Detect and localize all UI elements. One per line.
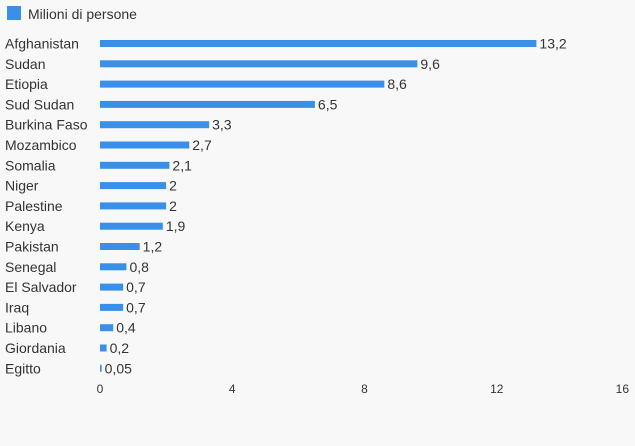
value-label: 2 xyxy=(169,178,177,194)
value-labels: 13,2 9,6 8,6 6,5 3,32,72,1 2 2 1,91,2 0,8 0,7 0,7 0… xyxy=(105,36,567,377)
category-label: Libano xyxy=(5,320,47,336)
bar xyxy=(100,161,170,169)
category-label: Etiopia xyxy=(5,76,48,92)
value-label: 2 xyxy=(169,198,177,214)
value-label: 2,1 xyxy=(172,157,192,173)
bar xyxy=(100,202,167,210)
value-label: 13,2 xyxy=(539,36,566,52)
x-tick-label: 16 xyxy=(616,382,630,396)
bars xyxy=(100,40,537,372)
bar xyxy=(100,243,140,250)
value-label: 6,5 xyxy=(318,96,338,112)
category-label: Palestine xyxy=(5,198,63,214)
value-label: 0,7 xyxy=(126,279,146,295)
category-label: Burkina Faso xyxy=(5,117,88,133)
value-label: 0,05 xyxy=(105,360,132,376)
bar xyxy=(100,222,163,230)
category-label: Sud Sudan xyxy=(5,96,74,112)
category-labels: Afghanistan Sudan Etiopia Sud Sudan Burkina … xyxy=(5,36,88,377)
category-label: Iraq xyxy=(5,299,29,315)
x-tick-label: 0 xyxy=(97,382,104,396)
category-label: El Salvador xyxy=(5,279,77,295)
bar xyxy=(100,121,210,129)
x-tick-label: 8 xyxy=(361,382,368,396)
bar xyxy=(100,182,167,190)
value-label: 9,6 xyxy=(420,56,440,72)
category-label: Senegal xyxy=(5,259,56,275)
bar xyxy=(100,263,127,271)
category-label: Mozambico xyxy=(5,137,77,153)
bar xyxy=(100,344,107,352)
category-label: Kenya xyxy=(5,218,45,234)
category-label: Somalia xyxy=(5,157,56,173)
bar xyxy=(100,303,124,311)
value-label: 1,9 xyxy=(166,218,186,234)
category-label: Giordania xyxy=(5,340,66,356)
value-label: 0,7 xyxy=(126,299,146,315)
value-label: 8,6 xyxy=(387,76,407,92)
bar xyxy=(100,324,114,332)
x-tick-label: 4 xyxy=(229,382,236,396)
value-label: 0,8 xyxy=(129,259,149,275)
legend-label: Milioni di persone xyxy=(28,6,137,22)
category-label: Pakistan xyxy=(5,239,59,255)
category-label: Niger xyxy=(5,178,39,194)
category-label: Egitto xyxy=(5,360,41,376)
bar xyxy=(100,141,190,149)
x-axis-ticks: 0 4 8 12 16 xyxy=(97,382,630,396)
legend-swatch xyxy=(7,6,21,20)
bar xyxy=(100,60,418,68)
x-tick-label: 12 xyxy=(490,382,504,396)
value-label: 3,3 xyxy=(212,117,232,133)
value-label: 0,4 xyxy=(116,320,136,336)
bar xyxy=(100,364,102,372)
bar xyxy=(100,283,124,291)
value-label: 1,2 xyxy=(143,239,163,255)
value-label: 0,2 xyxy=(110,340,130,356)
legend: Milioni di persone xyxy=(7,6,137,22)
category-label: Sudan xyxy=(5,56,45,72)
value-label: 2,7 xyxy=(192,137,212,153)
category-label: Afghanistan xyxy=(5,36,79,52)
bar xyxy=(100,80,385,88)
bar xyxy=(100,40,537,47)
bar xyxy=(100,100,315,108)
